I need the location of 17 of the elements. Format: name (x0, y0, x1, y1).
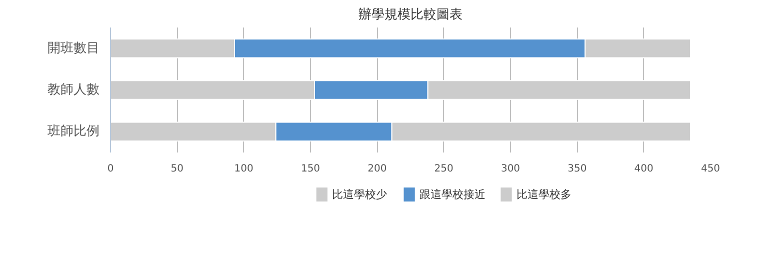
y-tick-label: 教師人數 (48, 82, 100, 98)
x-tick-label: 100 (234, 164, 254, 174)
x-tick-label: 150 (300, 164, 320, 174)
legend-label: 比這學校多 (516, 188, 572, 201)
y-tick-label: 班師比例 (48, 124, 100, 140)
x-tick-label: 300 (500, 164, 520, 174)
x-tick-label: 450 (700, 164, 720, 174)
y-tick-label: 開班數目 (48, 40, 100, 56)
x-tick-label: 0 (107, 164, 114, 174)
x-tick-label: 200 (368, 164, 387, 174)
legend-label: 比這學校少 (332, 188, 388, 201)
legend-label: 跟這學校接近 (420, 188, 486, 201)
x-tick-label: 400 (634, 164, 654, 174)
x-tick-label: 250 (434, 164, 454, 174)
chart-title: 辦學規模比較圖表 (358, 8, 462, 22)
x-tick-label: 350 (568, 164, 587, 174)
x-tick-label: 50 (170, 164, 184, 174)
